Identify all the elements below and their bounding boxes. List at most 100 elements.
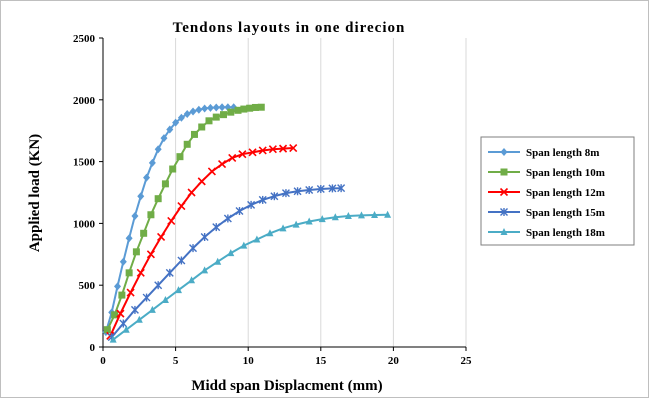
data-point xyxy=(289,143,298,153)
marker-stroke xyxy=(197,177,206,186)
x-tick-label: 20 xyxy=(388,355,400,367)
data-point xyxy=(205,117,213,125)
data-point xyxy=(165,268,174,277)
data-point xyxy=(187,188,196,197)
data-point xyxy=(160,134,168,143)
marker-stroke xyxy=(499,187,509,197)
series-span-length-18m xyxy=(109,210,392,343)
marker-stroke xyxy=(177,202,186,211)
data-point xyxy=(240,105,248,113)
data-point xyxy=(103,326,111,334)
data-point xyxy=(257,103,265,111)
data-point xyxy=(227,108,235,116)
legend-entry-span-length-8m: Span length 8m xyxy=(488,147,599,159)
data-point xyxy=(357,211,365,219)
data-point xyxy=(189,244,198,253)
data-point xyxy=(188,276,196,284)
data-point xyxy=(114,282,122,291)
data-point xyxy=(344,211,352,219)
legend-label: Span length 12m xyxy=(526,187,605,199)
data-point xyxy=(172,118,180,127)
data-point xyxy=(268,145,277,154)
data-point xyxy=(331,213,339,221)
marker-stroke xyxy=(268,145,277,154)
y-tick-label: 2000 xyxy=(73,95,96,107)
series-span-length-12m xyxy=(106,143,298,340)
data-point xyxy=(126,288,135,297)
marker-stroke xyxy=(258,146,267,155)
data-point xyxy=(328,184,337,193)
data-point xyxy=(212,103,220,112)
data-point xyxy=(176,153,184,161)
data-point xyxy=(223,214,232,223)
data-point xyxy=(189,107,197,116)
data-point xyxy=(119,257,127,266)
data-point xyxy=(212,113,220,121)
marker-stroke xyxy=(187,188,196,197)
marker-stroke xyxy=(167,216,176,225)
legend-entry-span-length-18m: Span length 18m xyxy=(488,227,605,239)
data-point xyxy=(119,319,128,328)
data-point xyxy=(218,103,226,112)
marker-stroke xyxy=(278,144,288,153)
data-point xyxy=(201,104,209,113)
y-tick-label: 1000 xyxy=(73,218,96,230)
data-point xyxy=(278,144,288,153)
data-point xyxy=(212,223,221,232)
legend-marker xyxy=(499,187,509,197)
data-point xyxy=(371,210,379,218)
series-span-length-10m xyxy=(103,103,265,334)
data-point xyxy=(183,140,191,148)
series-layer xyxy=(102,103,392,343)
data-point xyxy=(175,286,183,294)
marker-stroke xyxy=(157,232,166,242)
data-point xyxy=(293,187,302,196)
data-point xyxy=(161,296,169,304)
data-point xyxy=(292,220,300,228)
data-point xyxy=(111,311,119,319)
series-span-length-8m xyxy=(102,103,238,337)
data-point xyxy=(251,103,259,111)
axes: 0 5 10 15 20 25 0 500 1000 1500 2000 2500 xyxy=(73,33,472,367)
marker-stroke xyxy=(217,160,227,169)
data-point xyxy=(154,281,163,290)
series-line xyxy=(112,213,388,341)
x-axis-title: Midd span Displacment (mm) xyxy=(191,378,382,394)
data-point xyxy=(270,192,279,201)
data-point xyxy=(258,195,267,204)
data-point xyxy=(183,110,191,119)
data-point xyxy=(217,160,227,169)
marker-stroke xyxy=(146,250,155,259)
data-point xyxy=(109,335,117,343)
data-point xyxy=(166,125,174,134)
data-point xyxy=(195,105,203,114)
marker-stroke xyxy=(126,288,135,297)
legend-marker xyxy=(500,208,508,216)
y-tick-label: 0 xyxy=(90,342,96,354)
marker-stroke xyxy=(238,150,247,159)
data-point xyxy=(200,232,209,241)
data-point xyxy=(266,229,274,237)
data-point xyxy=(279,224,287,232)
data-point xyxy=(154,195,162,203)
data-point xyxy=(167,216,176,225)
data-point xyxy=(318,215,326,223)
marker-stroke xyxy=(228,153,237,162)
data-point xyxy=(177,113,185,122)
data-point xyxy=(136,268,145,277)
data-point xyxy=(122,325,130,333)
data-point xyxy=(135,315,143,323)
series-line xyxy=(106,106,262,331)
data-point xyxy=(143,173,151,182)
data-point xyxy=(305,186,314,195)
data-point xyxy=(214,257,222,265)
data-point xyxy=(118,291,126,299)
data-point xyxy=(316,185,325,194)
data-point xyxy=(140,229,148,237)
y-tick-label: 2500 xyxy=(73,33,96,45)
legend-label: Span length 10m xyxy=(526,167,605,179)
legend-entry-span-length-15m: Span length 15m xyxy=(488,207,605,219)
data-point xyxy=(253,235,261,243)
x-tick-label: 25 xyxy=(461,355,473,367)
data-point xyxy=(246,104,254,112)
